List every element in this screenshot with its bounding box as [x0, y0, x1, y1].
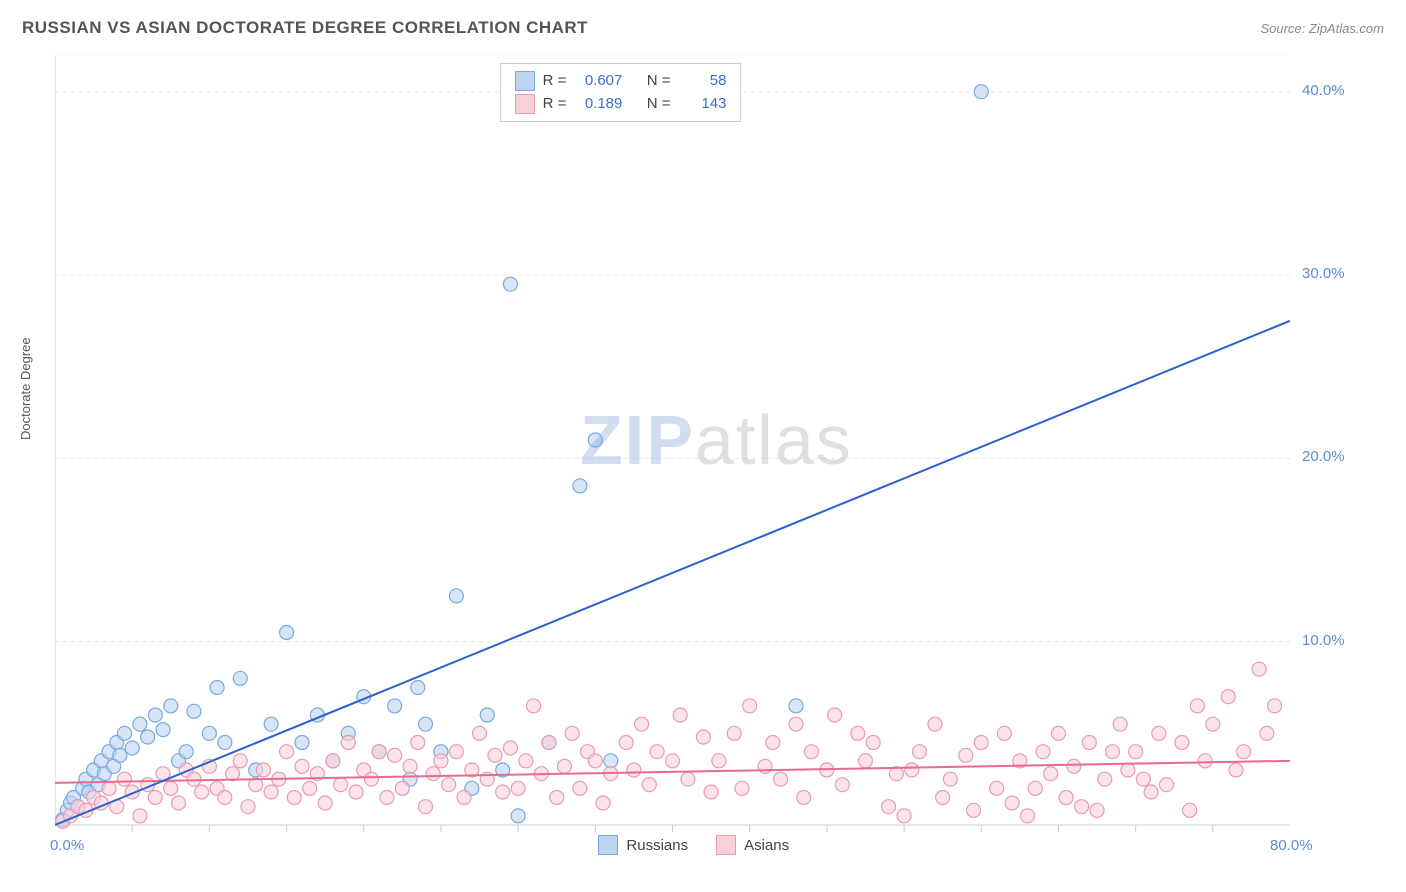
stats-row-russians: R =0.607 N =58	[515, 70, 727, 93]
y-tick-label: 40.0%	[1302, 82, 1345, 99]
chart-title: RUSSIAN VS ASIAN DOCTORATE DEGREE CORREL…	[22, 18, 588, 38]
chart-source: Source: ZipAtlas.com	[1260, 21, 1384, 36]
chart-svg	[55, 55, 1375, 855]
legend-label-russians: Russians	[626, 837, 688, 854]
legend-label-asians: Asians	[744, 837, 789, 854]
legend-item-asians: Asians	[716, 835, 789, 855]
asians-swatch-icon	[515, 94, 535, 114]
stats-row-asians: R =0.189 N =143	[515, 93, 727, 116]
russians-legend-swatch-icon	[598, 835, 618, 855]
correlation-stats-box: R =0.607 N =58R =0.189 N =143	[500, 63, 742, 122]
y-axis-label: Doctorate Degree	[18, 337, 33, 440]
scatter-plot	[55, 55, 1375, 825]
legend-item-russians: Russians	[598, 835, 688, 855]
series-legend: Russians Asians	[598, 835, 789, 855]
russians-swatch-icon	[515, 71, 535, 91]
chart-header: RUSSIAN VS ASIAN DOCTORATE DEGREE CORREL…	[22, 18, 1384, 38]
y-tick-label: 10.0%	[1302, 632, 1345, 649]
y-tick-label: 20.0%	[1302, 448, 1345, 465]
y-tick-label: 30.0%	[1302, 265, 1345, 282]
x-origin-label: 0.0%	[50, 837, 84, 854]
asians-legend-swatch-icon	[716, 835, 736, 855]
x-end-label: 80.0%	[1270, 837, 1313, 854]
